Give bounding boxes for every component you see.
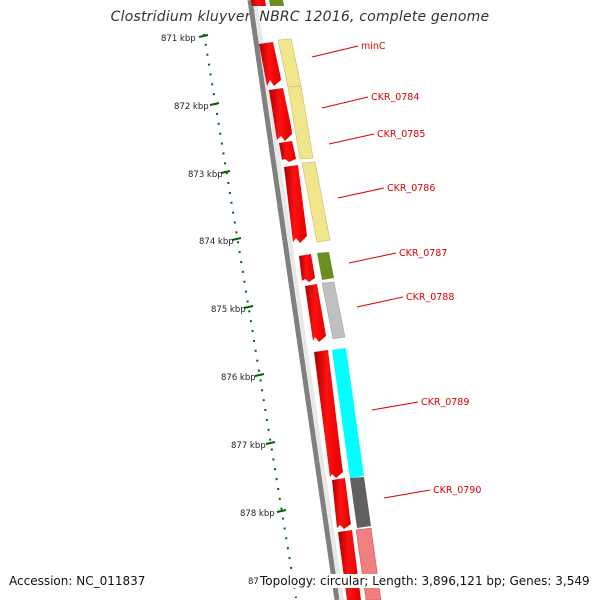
leader-line [321, 96, 369, 109]
cog-block[interactable] [350, 477, 371, 528]
tick-label: 878 kbp [240, 509, 275, 519]
tick-mark [276, 509, 287, 513]
gene-label-leaders [311, 45, 431, 499]
cds-arrow[interactable] [314, 350, 343, 478]
gene-label[interactable]: CKR_0787 [399, 248, 447, 259]
cog-block[interactable] [277, 38, 302, 88]
cds-arrow[interactable] [269, 88, 292, 141]
scale-ticks [198, 34, 287, 513]
leader-line [383, 489, 431, 499]
tick-label: 872 kbp [174, 102, 209, 112]
gene-label[interactable]: CKR_0789 [421, 397, 469, 408]
leader-line [348, 252, 397, 264]
gene-labels: minC CKR_0784 CKR_0785 CKR_0786 CKR_0787… [361, 41, 481, 496]
feature-track [251, 0, 382, 600]
gene-label[interactable]: CKR_0788 [406, 292, 454, 303]
tick-label: 873 kbp [188, 170, 223, 180]
map-title: Clostridium kluyveri NBRC 12016, complet… [110, 9, 490, 25]
cog-block[interactable] [332, 348, 364, 478]
cds-arrow[interactable] [279, 141, 296, 162]
leader-line [337, 187, 385, 199]
leader-line [328, 133, 375, 145]
topology-label: Topology: circular; Length: 3,896,121 bp… [259, 574, 591, 588]
tick-mark [231, 237, 242, 241]
cog-block[interactable] [287, 85, 314, 160]
tick-mark [209, 102, 220, 106]
scale-tick-labels: 871 kbp 872 kbp 873 kbp 874 kbp 875 kbp … [161, 34, 275, 587]
tick-label: 875 kbp [211, 305, 246, 315]
cds-arrow[interactable] [259, 42, 281, 86]
cds-arrow[interactable] [251, 0, 266, 6]
cds-arrow[interactable] [299, 254, 315, 282]
tick-mark [254, 373, 265, 377]
cog-block[interactable] [269, 0, 284, 6]
leader-line [371, 401, 419, 411]
tick-mark [265, 441, 276, 445]
gene-label[interactable]: CKR_0785 [377, 129, 425, 140]
tick-mark [198, 34, 209, 38]
tick-label: 871 kbp [161, 34, 196, 44]
cog-block[interactable] [355, 527, 382, 600]
cds-arrow[interactable] [284, 165, 307, 243]
gene-label[interactable]: minC [361, 41, 386, 52]
genome-backbone [247, 0, 344, 600]
leader-line [356, 296, 404, 308]
gene-label[interactable]: CKR_0790 [433, 485, 481, 496]
gene-label[interactable]: CKR_0784 [371, 92, 419, 103]
cds-arrow[interactable] [305, 284, 326, 342]
cds-arrow[interactable] [332, 478, 351, 529]
tick-mark [243, 305, 254, 309]
tick-label: 87 [248, 577, 259, 587]
cog-block[interactable] [317, 252, 334, 280]
cog-block[interactable] [301, 161, 331, 243]
gene-label[interactable]: CKR_0786 [387, 183, 435, 194]
tick-mark [220, 170, 231, 174]
tick-label: 876 kbp [221, 373, 256, 383]
cog-block[interactable] [321, 281, 346, 340]
leader-line [311, 45, 359, 58]
tick-label: 877 kbp [231, 441, 266, 451]
tick-label: 874 kbp [199, 237, 234, 247]
accession-label: Accession: NC_011837 [9, 574, 146, 588]
